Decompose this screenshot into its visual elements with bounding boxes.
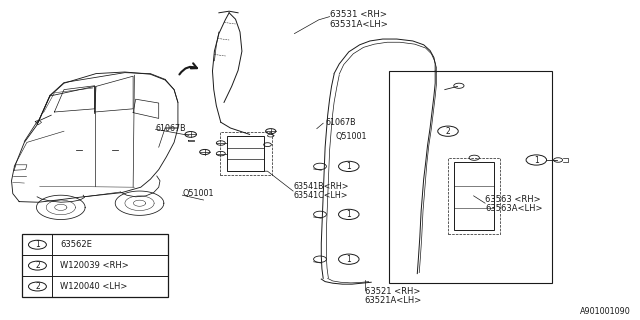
Text: W120039 <RH>: W120039 <RH> bbox=[60, 261, 129, 270]
Bar bbox=[227, 136, 264, 171]
Text: 63563A<LH>: 63563A<LH> bbox=[485, 204, 543, 212]
Text: 1: 1 bbox=[346, 162, 351, 171]
Bar bbox=[454, 162, 494, 230]
Text: Q51001: Q51001 bbox=[336, 132, 367, 141]
Text: 63531A<LH>: 63531A<LH> bbox=[330, 20, 388, 29]
Text: 63563 <RH>: 63563 <RH> bbox=[485, 195, 541, 204]
Text: W120040 <LH>: W120040 <LH> bbox=[60, 282, 127, 291]
Text: 1: 1 bbox=[346, 255, 351, 264]
Text: 63521 <RH>: 63521 <RH> bbox=[365, 287, 420, 296]
Text: 2: 2 bbox=[445, 127, 451, 136]
Text: 63562E: 63562E bbox=[60, 240, 92, 249]
Bar bbox=[22, 234, 168, 297]
Text: 2: 2 bbox=[35, 261, 40, 270]
Bar bbox=[220, 132, 272, 175]
Text: 63531 <RH>: 63531 <RH> bbox=[330, 10, 387, 19]
Text: 1: 1 bbox=[346, 210, 351, 219]
Text: 61067B: 61067B bbox=[156, 124, 186, 132]
Text: 1: 1 bbox=[534, 156, 539, 164]
Text: 2: 2 bbox=[35, 282, 40, 291]
Text: A901001090: A901001090 bbox=[580, 307, 630, 316]
Bar bbox=[389, 71, 552, 283]
Text: Q51001: Q51001 bbox=[182, 189, 214, 198]
Text: 61067B: 61067B bbox=[325, 118, 356, 127]
Text: 1: 1 bbox=[35, 240, 40, 249]
Text: 63521A<LH>: 63521A<LH> bbox=[365, 296, 422, 305]
Text: 63541C<LH>: 63541C<LH> bbox=[293, 191, 348, 200]
Bar bbox=[448, 158, 500, 234]
Text: 63541B<RH>: 63541B<RH> bbox=[293, 182, 349, 191]
